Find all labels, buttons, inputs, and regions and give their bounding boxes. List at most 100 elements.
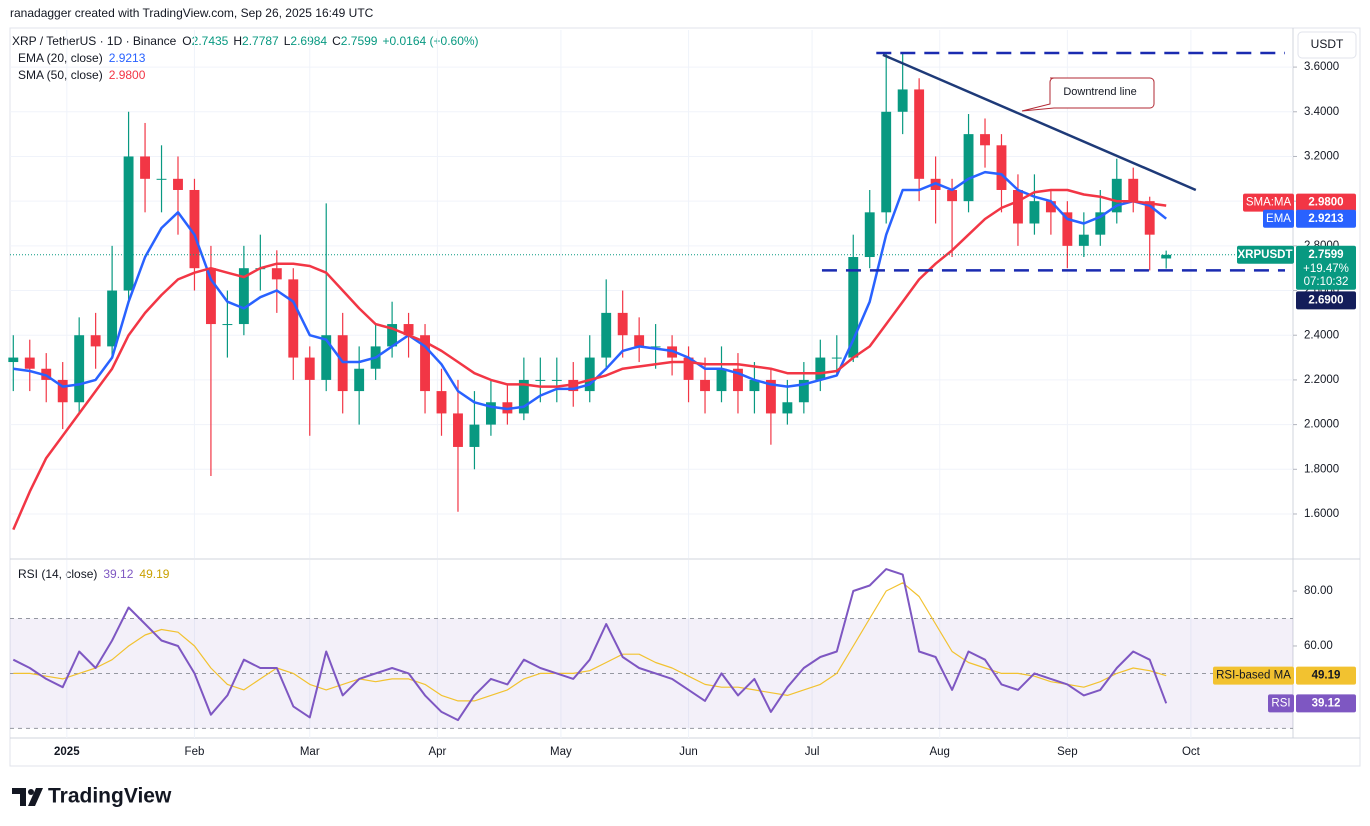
- last-price-change: +19.47%: [1303, 263, 1349, 275]
- rsi-title: RSI (14, close): [18, 567, 97, 581]
- candle-body: [1128, 178, 1139, 202]
- candle-body: [815, 357, 826, 380]
- candle-body: [1029, 201, 1040, 224]
- ema-value: 2.9213: [109, 51, 146, 65]
- candle-body: [650, 346, 661, 348]
- candle-body: [1045, 201, 1056, 213]
- candle-body: [518, 379, 529, 414]
- candle-body: [1161, 254, 1172, 259]
- logo-mark: [12, 788, 43, 806]
- symbol-legend: XRP / TetherUS · 1D · Binance O2.7435 H2.7…: [12, 34, 479, 48]
- ohlc-value: 2.6984: [290, 34, 327, 48]
- rsi-legend: RSI (14, close) 39.12 49.19: [18, 567, 170, 581]
- candle-body: [782, 402, 793, 414]
- candle-body: [354, 368, 365, 392]
- rsi-value: 39.12: [103, 567, 133, 581]
- ema-tag-label: EMA: [1266, 213, 1291, 225]
- candle-body: [387, 324, 398, 347]
- candle-body: [189, 189, 200, 269]
- ohlc-value: 2.7599: [341, 34, 378, 48]
- ohlc-letter: L: [284, 34, 291, 48]
- rsi-tag: [1268, 694, 1294, 713]
- candle-body: [304, 357, 315, 380]
- series-line: [13, 582, 1167, 702]
- candle-body: [238, 268, 249, 325]
- support-value-box: [1296, 291, 1356, 310]
- x-tick-label: 2025: [54, 746, 80, 758]
- rsi-value-box: [1296, 694, 1356, 713]
- candle-body: [1144, 201, 1155, 235]
- ohlc-change: +0.0164 (+0.60%): [382, 34, 478, 48]
- y-tick-label: 1.6000: [1304, 508, 1339, 520]
- candle-body: [963, 134, 974, 202]
- candle-body: [222, 324, 233, 326]
- ohlc-letter: H: [233, 34, 242, 48]
- series-line: [12, 568, 1168, 722]
- candle-body: [914, 89, 925, 179]
- callout-box: [1021, 77, 1155, 112]
- ema-value-box: [1296, 209, 1356, 228]
- last-price-tag: [1237, 245, 1294, 264]
- logo-dot: [28, 789, 34, 795]
- brand: TradingView: [48, 785, 172, 808]
- y-tick-label: 80.00: [1304, 585, 1333, 597]
- currency-button[interactable]: [1297, 31, 1357, 59]
- x-tick-label: Feb: [185, 746, 205, 758]
- x-tick-label: Mar: [300, 746, 320, 758]
- sma-value: 2.9800: [1308, 197, 1343, 209]
- x-tick-label: Jun: [679, 746, 698, 758]
- candle-body: [271, 268, 282, 280]
- rsi-tag-label: RSI: [1271, 697, 1290, 709]
- sma-tag-label: SMA:MA: [1246, 197, 1292, 209]
- y-tick-label: 1.8000: [1304, 463, 1339, 475]
- candle-body: [74, 335, 85, 403]
- candle-body: [716, 368, 727, 392]
- candle-body: [8, 357, 19, 363]
- candle-body: [288, 279, 299, 358]
- last-price-value: 2.7599: [1308, 249, 1343, 261]
- rsi-ma-value: 49.19: [139, 567, 169, 581]
- ohlc-letter: C: [332, 34, 341, 48]
- candle-body: [683, 357, 694, 380]
- candle-body: [156, 178, 167, 180]
- ema-value: 2.9213: [1308, 213, 1343, 225]
- candle-body: [881, 111, 892, 213]
- y-tick-label: 2.2000: [1304, 374, 1339, 386]
- ema-tag: [1263, 209, 1294, 228]
- y-tick-label: 2.0000: [1304, 419, 1339, 431]
- ohlc-value: 2.7787: [242, 34, 279, 48]
- y-tick-label: 60.00: [1304, 640, 1333, 652]
- ema-name: EMA (20, close): [18, 51, 103, 65]
- rsi-ma-tag-label: RSI-based MA: [1216, 670, 1291, 682]
- candle-body: [436, 391, 447, 414]
- candle-body: [24, 357, 35, 369]
- candle-body: [321, 335, 332, 380]
- candle-body: [57, 379, 68, 403]
- callout-text: Downtrend line: [1063, 86, 1136, 98]
- sma-name: SMA (50, close): [18, 68, 103, 82]
- x-tick-label: Apr: [428, 746, 446, 758]
- sma-value: 2.9800: [109, 68, 146, 82]
- candle-body: [1111, 178, 1122, 213]
- candle-body: [864, 212, 875, 258]
- candle-body: [420, 335, 430, 392]
- y-tick-label: 3.4000: [1304, 106, 1339, 118]
- candle-body: [1078, 234, 1089, 246]
- support-value: 2.6900: [1308, 294, 1343, 306]
- series-line: [12, 188, 1167, 531]
- rsi-ma-value-box: [1296, 666, 1356, 685]
- x-tick-label: Jul: [805, 746, 820, 758]
- candle-body: [765, 379, 776, 414]
- candle-body: [617, 312, 628, 336]
- trendline: [882, 53, 1197, 192]
- currency[interactable]: USDT: [1311, 37, 1344, 51]
- candle-body: [551, 379, 562, 381]
- x-tick-label: Oct: [1182, 746, 1201, 758]
- candle-body: [107, 290, 118, 347]
- candle-body: [980, 134, 990, 146]
- candle-body: [733, 368, 743, 392]
- candle-body: [469, 424, 480, 447]
- candle-body: [996, 145, 1007, 190]
- candle-body: [453, 413, 463, 447]
